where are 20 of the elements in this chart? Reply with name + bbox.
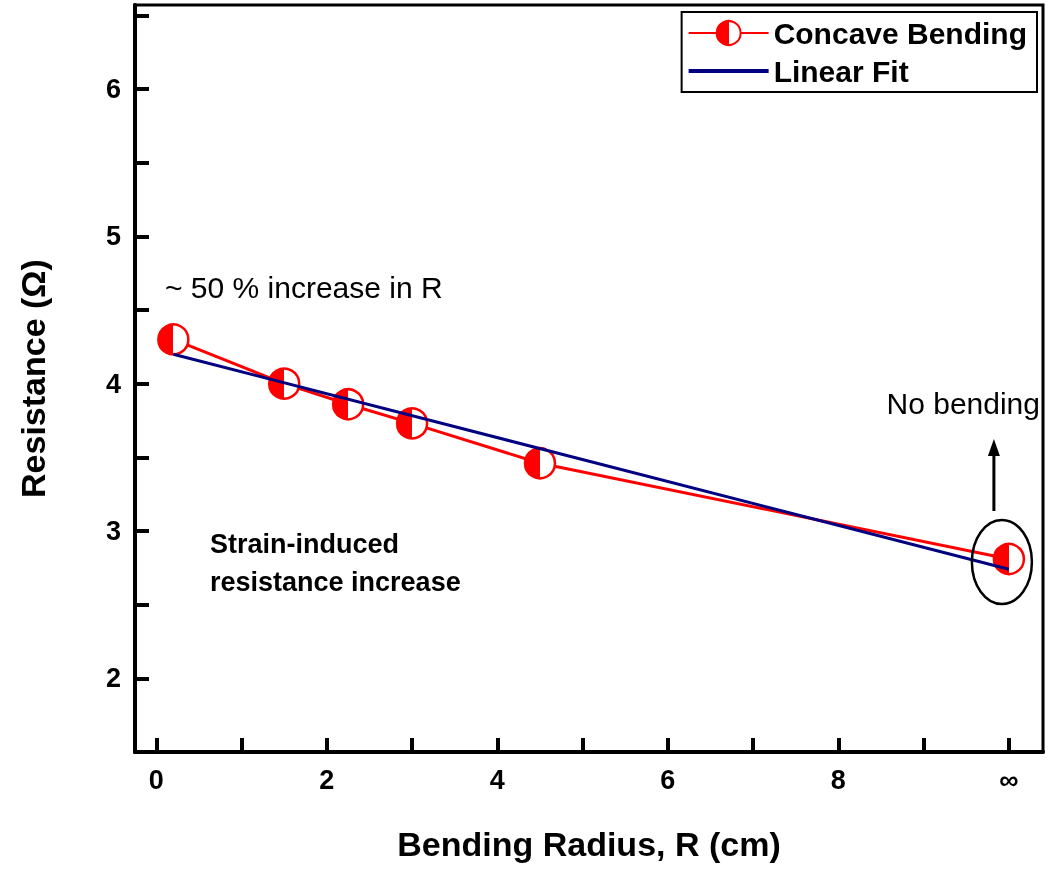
y-tick-label: 4 <box>105 368 121 399</box>
legend-label: Concave Bending <box>773 16 1027 50</box>
x-axis-title: Bending Radius, R (cm) <box>397 825 781 863</box>
x-tick-label: 4 <box>489 764 505 795</box>
point <box>157 323 190 356</box>
x-tick-label: ∞ <box>999 764 1019 795</box>
y-tick-label: 2 <box>105 663 121 694</box>
y-tick-label: 3 <box>105 515 121 546</box>
x-tick-label: 2 <box>319 764 335 795</box>
legend-label: Linear Fit <box>773 54 909 88</box>
annotation: ~ 50 % increase in R <box>165 270 443 304</box>
y-axis-title: Resistance (Ω) <box>14 259 52 498</box>
y-tick-label: 5 <box>105 221 121 252</box>
annotation: Strain-induced resistance increase <box>210 529 461 597</box>
x-tick-label: 6 <box>660 764 676 795</box>
annotation: No bending <box>886 387 1040 421</box>
y-tick-label: 6 <box>105 73 121 104</box>
x-tick-label: 8 <box>830 764 846 795</box>
point <box>523 446 557 480</box>
x-tick-label: 0 <box>148 764 164 795</box>
